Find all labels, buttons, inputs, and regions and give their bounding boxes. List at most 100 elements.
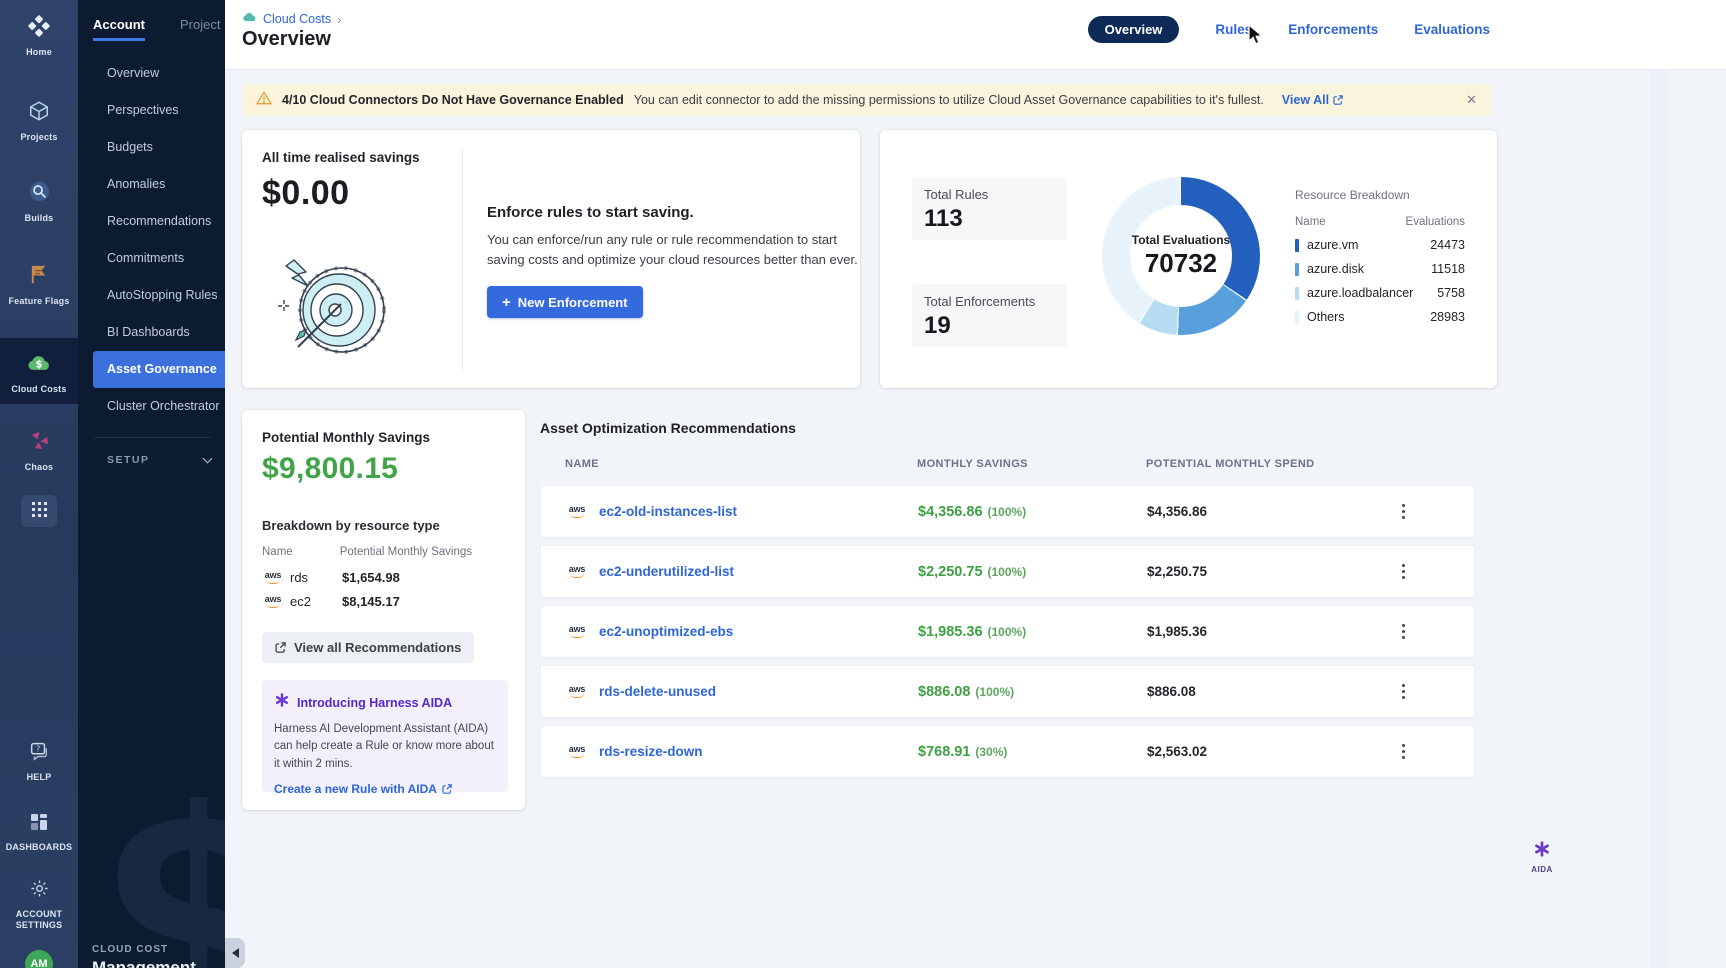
module-nav: Overview Perspectives Budgets Anomalies … bbox=[78, 55, 225, 425]
sidebar-item-recommendations[interactable]: Recommendations bbox=[78, 203, 225, 240]
nav-builds[interactable]: Builds bbox=[0, 180, 78, 224]
aws-icon: aws bbox=[262, 571, 284, 584]
evaluations-donut-chart: Total Evaluations 70732 bbox=[1102, 177, 1260, 335]
module-grid-button[interactable] bbox=[21, 495, 57, 527]
breadcrumb-link-cloud-costs[interactable]: Cloud Costs bbox=[263, 12, 331, 26]
breakdown-row-ec2: aws ec2 $8,145.17 bbox=[262, 594, 502, 609]
breakdown-by-type-label: Breakdown by resource type bbox=[262, 518, 440, 533]
sidebar-item-commitments[interactable]: Commitments bbox=[78, 240, 225, 277]
aws-icon: aws bbox=[566, 505, 588, 518]
breadcrumb-chevron-icon bbox=[337, 12, 341, 27]
sidebar-collapse-handle[interactable] bbox=[225, 938, 245, 968]
sidebar-item-bi-dashboards[interactable]: BI Dashboards bbox=[78, 314, 225, 351]
user-avatar[interactable]: AM bbox=[25, 950, 53, 968]
realised-savings-label: All time realised savings bbox=[262, 150, 420, 165]
sidebar-item-perspectives[interactable]: Perspectives bbox=[78, 92, 225, 129]
cloud-icon bbox=[242, 10, 257, 28]
nav-chaos[interactable]: Chaos bbox=[0, 429, 78, 473]
monthly-savings-value: $2,250.75(100%) bbox=[918, 564, 1147, 580]
grid-icon bbox=[32, 502, 47, 520]
recommendation-name-link[interactable]: ec2-old-instances-list bbox=[599, 504, 737, 519]
potential-spend-value: $886.08 bbox=[1147, 684, 1396, 699]
help-chat-icon: ? bbox=[28, 740, 50, 767]
kebab-menu-icon[interactable] bbox=[1396, 564, 1410, 579]
potential-savings-card: Potential Monthly Savings $9,800.15 Brea… bbox=[242, 410, 525, 810]
aida-assistant-badge[interactable]: AIDA bbox=[1520, 840, 1564, 874]
sidebar-item-anomalies[interactable]: Anomalies bbox=[78, 166, 225, 203]
total-enforcements-stat: Total Enforcements 19 bbox=[912, 284, 1067, 347]
tab-enforcements[interactable]: Enforcements bbox=[1288, 22, 1378, 37]
nav-dashboards[interactable]: DASHBOARDS bbox=[0, 812, 78, 853]
legend-row: azure.disk 11518 bbox=[1295, 262, 1465, 276]
gear-icon bbox=[29, 878, 50, 904]
tab-evaluations[interactable]: Evaluations bbox=[1414, 22, 1490, 37]
nav-home[interactable]: Home bbox=[0, 15, 78, 58]
tab-account[interactable]: Account bbox=[93, 17, 145, 41]
svg-text:$: $ bbox=[35, 360, 42, 371]
table-row: aws ec2-unoptimized-ebs $1,985.36(100%) … bbox=[540, 605, 1475, 658]
module-footer: CLOUD COST Management bbox=[92, 944, 196, 968]
sidebar-item-cluster-orchestrator[interactable]: Cluster Orchestrator bbox=[78, 388, 225, 425]
tab-project[interactable]: Project bbox=[180, 17, 220, 41]
resource-breakdown: Resource Breakdown Name Evaluations azur… bbox=[1295, 188, 1465, 324]
sidebar-item-asset-governance[interactable]: Asset Governance bbox=[93, 351, 225, 388]
recommendation-name-link[interactable]: rds-delete-unused bbox=[599, 684, 716, 699]
tab-rules[interactable]: Rules bbox=[1215, 22, 1252, 37]
sidebar-item-overview[interactable]: Overview bbox=[78, 55, 225, 92]
monthly-savings-value: $768.91(30%) bbox=[918, 744, 1147, 760]
kebab-menu-icon[interactable] bbox=[1396, 504, 1410, 519]
legend-swatch bbox=[1295, 311, 1299, 324]
aida-flower-icon bbox=[1533, 840, 1551, 863]
external-link-icon bbox=[1333, 95, 1343, 105]
potential-spend-value: $2,563.02 bbox=[1147, 744, 1396, 759]
aida-title: Introducing Harness AIDA bbox=[297, 696, 452, 710]
recommendation-name-link[interactable]: rds-resize-down bbox=[599, 744, 703, 759]
nav-projects[interactable]: Projects bbox=[0, 100, 78, 143]
external-link-icon bbox=[275, 642, 286, 653]
monthly-savings-value: $1,985.36(100%) bbox=[918, 624, 1147, 640]
kebab-menu-icon[interactable] bbox=[1396, 684, 1410, 699]
realised-savings-value: $0.00 bbox=[262, 174, 350, 213]
scrollbar-track[interactable] bbox=[1650, 70, 1668, 968]
legend-swatch bbox=[1295, 263, 1299, 276]
potential-savings-label: Potential Monthly Savings bbox=[262, 430, 430, 445]
banner-message: You can edit connector to add the missin… bbox=[634, 93, 1264, 107]
chevron-down-icon bbox=[203, 454, 213, 464]
nav-cloud-costs[interactable]: $ Cloud Costs bbox=[0, 352, 78, 395]
banner-view-all-link[interactable]: View All bbox=[1282, 93, 1343, 107]
banner-close-icon[interactable] bbox=[1466, 92, 1477, 108]
create-rule-with-aida-link[interactable]: Create a new Rule with AIDA bbox=[274, 782, 496, 796]
builds-icon bbox=[28, 180, 51, 208]
aida-body: Harness AI Development Assistant (AIDA) … bbox=[274, 721, 496, 773]
potential-spend-value: $4,356.86 bbox=[1147, 504, 1396, 519]
potential-savings-value: $9,800.15 bbox=[262, 452, 398, 486]
potential-breakdown-headers: Name Potential Monthly Savings bbox=[262, 546, 492, 558]
aws-icon: aws bbox=[566, 565, 588, 578]
feature-flags-icon bbox=[28, 263, 51, 291]
kebab-menu-icon[interactable] bbox=[1396, 624, 1410, 639]
breakdown-headers: Name Evaluations bbox=[1295, 216, 1465, 228]
monthly-savings-value: $4,356.86(100%) bbox=[918, 504, 1147, 520]
table-row: aws rds-delete-unused $886.08(100%) $886… bbox=[540, 665, 1475, 718]
nav-feature-flags[interactable]: Feature Flags bbox=[0, 263, 78, 307]
main-content: 4/10 Cloud Connectors Do Not Have Govern… bbox=[225, 70, 1726, 968]
harness-logo-icon bbox=[28, 15, 50, 42]
aida-flower-icon bbox=[274, 692, 290, 713]
svg-text:?: ? bbox=[36, 743, 40, 753]
setup-section-toggle[interactable]: SETUP bbox=[78, 438, 225, 466]
new-enforcement-button[interactable]: New Enforcement bbox=[487, 286, 643, 318]
nav-account-settings[interactable]: ACCOUNT SETTINGS bbox=[0, 878, 78, 932]
view-all-recommendations-button[interactable]: View all Recommendations bbox=[262, 632, 474, 663]
aws-icon: aws bbox=[566, 745, 588, 758]
dashboards-icon bbox=[29, 812, 49, 837]
tab-overview[interactable]: Overview bbox=[1088, 16, 1180, 43]
recommendation-name-link[interactable]: ec2-underutilized-list bbox=[599, 564, 734, 579]
nav-help[interactable]: ? HELP bbox=[0, 740, 78, 783]
kebab-menu-icon[interactable] bbox=[1396, 744, 1410, 759]
cloud-costs-icon: $ bbox=[27, 352, 51, 379]
card-divider bbox=[462, 148, 463, 370]
potential-spend-value: $1,985.36 bbox=[1147, 624, 1396, 639]
sidebar-item-budgets[interactable]: Budgets bbox=[78, 129, 225, 166]
recommendation-name-link[interactable]: ec2-unoptimized-ebs bbox=[599, 624, 733, 639]
sidebar-item-autostopping-rules[interactable]: AutoStopping Rules bbox=[78, 277, 225, 314]
